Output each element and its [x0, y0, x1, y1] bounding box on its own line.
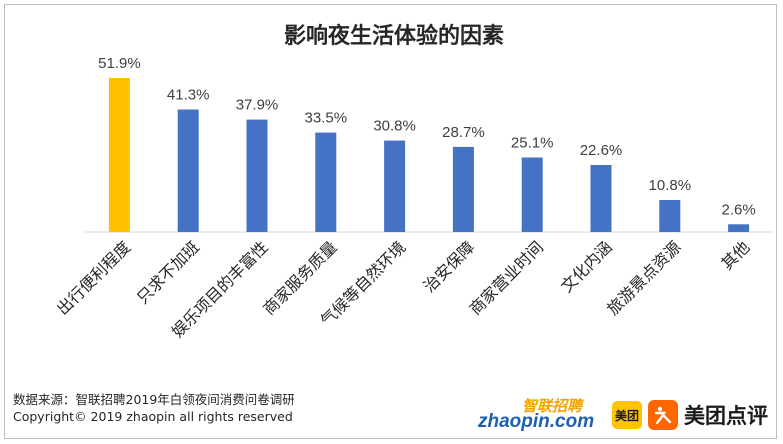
chart-frame: 影响夜生活体验的因素 51.9% 出行便利程度 41.3% 只求不加班 37.9% 娱乐项… [4, 4, 777, 439]
data-label: 51.9% [98, 55, 141, 72]
zhaopin-logo-cn: 智联招聘 [522, 397, 583, 415]
bar [384, 140, 406, 232]
data-label: 30.8% [373, 118, 416, 135]
category-label: 治安保障 [420, 237, 479, 296]
category-label: 旅游景点资源 [603, 237, 684, 318]
data-label: 37.9% [236, 97, 279, 114]
category-label: 其他 [717, 237, 753, 273]
meituan-logo: 美团 [612, 401, 642, 429]
bar [452, 146, 474, 232]
brand-logos: 智联招聘 zhaopin.com 美团 美团点评 [478, 393, 768, 437]
data-label: 10.8% [649, 177, 692, 194]
data-source-note: 数据来源：智联招聘2019年白领夜间消费问卷调研 [13, 392, 295, 407]
data-label: 22.6% [580, 142, 623, 159]
bar [521, 157, 543, 232]
bar [659, 200, 681, 232]
bar [108, 78, 130, 232]
category-label: 文化内涵 [557, 237, 616, 296]
data-label: 2.6% [721, 201, 755, 218]
category-label: 出行便利程度 [53, 237, 134, 318]
data-label: 33.5% [305, 110, 348, 127]
bar [728, 224, 750, 232]
bar [315, 132, 337, 232]
zhaopin-logo: 智联招聘 zhaopin.com [478, 395, 606, 435]
bar-chart: 影响夜生活体验的因素 51.9%出行便利程度41.3%只求不加班37.9%娱乐项… [53, 23, 773, 341]
category-label: 商家营业时间 [466, 237, 547, 318]
bar [246, 119, 268, 232]
bar [590, 165, 612, 232]
copyright-note: Copyright© 2019 zhaopin all rights reser… [13, 409, 293, 424]
bar [177, 109, 199, 232]
zhaopin-logo-en: zhaopin.com [478, 411, 595, 432]
data-label: 41.3% [167, 87, 210, 104]
dianping-logo-text: 美团点评 [684, 404, 768, 428]
dianping-icon [648, 400, 678, 430]
chart-title: 影响夜生活体验的因素 [284, 23, 504, 49]
data-label: 25.1% [511, 135, 554, 152]
category-label: 只求不加班 [133, 237, 203, 307]
data-label: 28.7% [442, 124, 485, 141]
